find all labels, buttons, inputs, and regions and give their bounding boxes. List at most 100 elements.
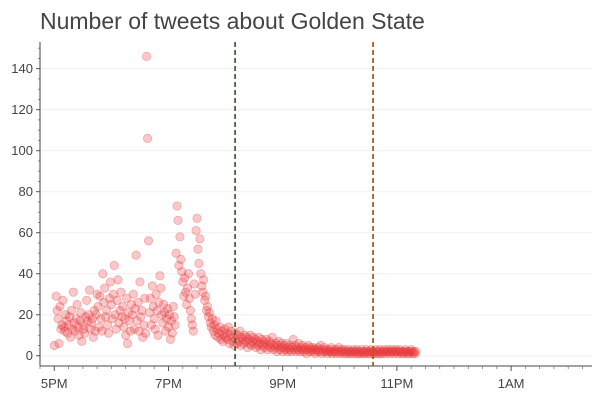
scatter-point [275,344,285,355]
scatter-point [353,349,363,359]
y-gridlines [40,68,592,357]
scatter-point [286,347,296,357]
scatter-point [268,344,278,355]
scatter-point [373,349,383,359]
scatter-point [374,347,384,357]
scatter-point [408,349,418,359]
scatter-point [240,330,250,340]
scatter-point [171,248,181,258]
scatter-point [104,293,115,303]
scatter-point [87,314,97,324]
scatter-point [343,344,353,355]
scatter-point [221,328,232,338]
scatter-point [162,303,173,314]
scatter-point [375,344,385,355]
scatter-point [55,301,65,312]
scatter-point [392,347,402,357]
scatter-point [260,342,270,353]
scatter-point [181,287,191,297]
scatter-point [70,326,80,336]
scatter-point [407,347,417,357]
scatter-point [141,328,151,338]
scatter-point [376,349,386,359]
scatter-point [384,347,394,357]
scatter-point [313,342,323,353]
scatter-point [256,344,266,355]
scatter-point [78,320,88,330]
scatter-point [194,258,204,269]
scatter-point [324,344,334,355]
scatter-point [280,344,291,355]
scatter-point [220,324,230,334]
scatter-point [105,277,116,287]
scatter-point [289,344,299,355]
scatter-point [62,328,73,338]
scatter-point [389,349,399,359]
scatter-point [387,344,397,355]
y-tick-label: 80 [19,184,33,199]
scatter-point [411,347,421,357]
scatter-point [299,347,309,357]
scatter-point [95,291,105,301]
scatter-point [378,349,388,359]
scatter-point [161,314,172,324]
scatter-point [304,347,314,357]
scatter-point [116,287,126,297]
scatter-point [302,344,313,355]
scatter-point [85,324,96,334]
scatter-point [236,340,246,351]
scatter-point [404,349,414,359]
scatter-point [225,330,235,340]
scatter-point [122,338,133,349]
scatter-point [181,299,192,310]
scatter-point [382,347,392,357]
scatter-point [315,347,325,357]
scatter-point [240,336,251,346]
scatter-point [213,332,223,342]
scatter-point [149,314,159,324]
scatter-point [168,301,178,312]
scatter-point [195,234,205,244]
scatter-point [385,349,395,359]
scatter-point [276,342,286,353]
scatter-point [207,314,217,324]
scatter-point [359,349,370,359]
scatter-point [214,328,224,338]
scatter-point [220,332,231,342]
scatter-point [131,250,141,260]
scatter-point [261,334,272,344]
scatter-point [394,347,404,357]
scatter-point [217,326,227,336]
scatter-point [111,324,121,334]
scatter-point [176,254,186,264]
scatter-point [172,201,182,211]
scatter-point [155,271,165,281]
scatter-point [144,308,155,318]
scatter-point [271,338,281,349]
y-tick-label: 40 [19,266,33,281]
scatter-point [60,326,70,336]
scatter-point [239,338,249,349]
scatter-point [177,267,187,277]
scatter-point [317,349,327,359]
scatter-point [364,347,374,357]
scatter-point [314,344,324,355]
scatter-point [292,342,302,353]
scatter-point [254,332,264,342]
scatter-point [405,347,415,357]
scatter-point [347,349,357,359]
scatter-point [120,314,130,324]
scatter-point [139,320,149,330]
scatter-point [266,338,276,349]
scatter-point [330,347,340,357]
scatter-point [192,213,202,223]
scatter-point [101,312,111,322]
scatter-point [335,349,345,359]
scatter-point [141,51,152,61]
scatter-point [179,291,189,301]
scatter-point [188,326,198,336]
scatter-point [410,349,420,359]
scatter-point [241,332,252,342]
scatter-point [69,318,79,328]
scatter-point [163,322,174,332]
